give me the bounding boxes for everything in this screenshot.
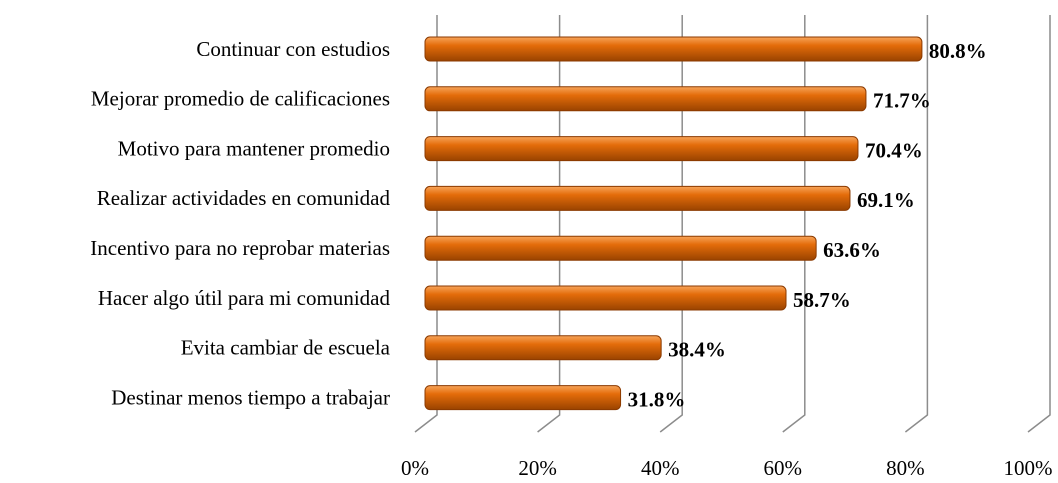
bar <box>424 36 923 62</box>
value-label: 71.7% <box>873 89 931 113</box>
x-tick-label: 80% <box>886 456 925 480</box>
category-label: Hacer algo útil para mi comunidad <box>98 286 391 310</box>
grid-line <box>1027 15 1051 433</box>
category-label: Destinar menos tiempo a trabajar <box>111 385 390 409</box>
value-label: 69.1% <box>857 188 915 212</box>
bar <box>424 235 817 261</box>
value-label: 63.6% <box>823 238 881 262</box>
x-tick-label: 0% <box>401 456 429 480</box>
grid-line <box>537 15 561 433</box>
grid-line <box>782 15 806 433</box>
grid-line <box>659 15 683 433</box>
bar <box>424 86 867 112</box>
value-label: 80.8% <box>929 39 987 63</box>
value-label: 31.8% <box>628 387 686 411</box>
category-label: Continuar con estudios <box>196 37 390 61</box>
bar <box>424 185 851 211</box>
bar <box>424 335 662 361</box>
grid-line <box>414 15 438 433</box>
x-tick-label: 60% <box>764 456 803 480</box>
category-label: Realizar actividades en comunidad <box>97 186 391 210</box>
category-label: Incentivo para no reprobar materias <box>90 236 390 260</box>
x-tick-label: 40% <box>641 456 680 480</box>
grid-line <box>904 15 929 433</box>
category-label: Mejorar promedio de calificaciones <box>91 87 390 111</box>
x-tick-label: 100% <box>1004 456 1053 480</box>
bar <box>424 285 787 311</box>
value-label: 58.7% <box>793 288 851 312</box>
category-label: Evita cambiar de escuela <box>181 336 391 360</box>
x-tick-label: 20% <box>518 456 557 480</box>
category-label: Motivo para mantener promedio <box>118 136 390 160</box>
value-label: 70.4% <box>865 138 923 162</box>
bar <box>424 385 622 411</box>
bar <box>424 136 859 162</box>
value-label: 38.4% <box>668 338 726 362</box>
